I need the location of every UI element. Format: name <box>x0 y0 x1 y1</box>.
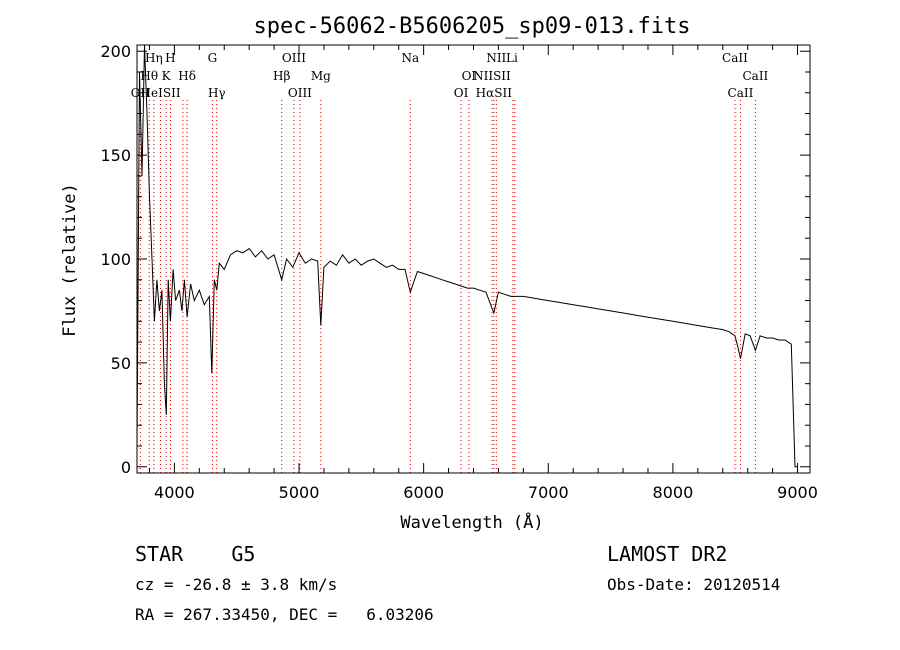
spectral-line-label: CaII <box>722 51 748 65</box>
y-tick-label: 200 <box>100 42 131 61</box>
survey-name: LAMOST DR2 <box>607 542 728 566</box>
spectral-line-label: Mg <box>311 69 331 83</box>
spectral-line-label: HeISII <box>141 86 181 100</box>
observation-date: Obs-Date: 20120514 <box>607 575 781 594</box>
x-tick-label: 6000 <box>403 483 444 502</box>
spectral-line-label: K <box>162 69 172 83</box>
chart-title: spec-56062-B5606205_sp09-013.fits <box>253 14 690 39</box>
spectral-line-markers <box>139 100 756 473</box>
axis-ticks: 4000 5000 6000 7000 8000 9000 0 50 100 150 200 <box>100 42 817 502</box>
spectral-line-label: G <box>208 51 218 65</box>
spectral-line-label: H <box>165 51 175 65</box>
redshift-velocity: cz = -26.8 ± 3.8 km/s <box>135 575 338 594</box>
x-tick-label: 8000 <box>653 483 694 502</box>
spectral-line-label: OII <box>131 86 151 100</box>
spectral-line-label: CaII <box>742 69 768 83</box>
x-tick-label: 9000 <box>777 483 818 502</box>
x-tick-label: 5000 <box>279 483 320 502</box>
spectrum-series <box>136 44 798 468</box>
spectral-line-label: Hγ <box>208 86 226 100</box>
spectral-line-label: Hδ <box>178 69 196 83</box>
object-class: STAR G5 <box>135 542 256 566</box>
spectral-line-label: OI <box>462 69 477 83</box>
y-tick-label: 0 <box>121 458 131 477</box>
spectral-line-label: Hβ <box>273 69 290 83</box>
spectral-line-label: OIII <box>282 51 306 65</box>
spectrum-line <box>136 44 798 468</box>
y-tick-label: 50 <box>111 354 131 373</box>
ra-dec-coordinates: RA = 267.33450, DEC = 6.03206 <box>135 605 434 624</box>
y-axis-label: Flux (relative) <box>60 183 80 337</box>
spectral-line-label: OI <box>454 86 469 100</box>
x-axis-label: Wavelength (Å) <box>400 511 543 533</box>
spectral-line-label: NII <box>486 51 506 65</box>
y-tick-label: 100 <box>100 250 131 269</box>
spectral-line-label: HαSII <box>476 86 513 100</box>
spectral-line-label: NIISII <box>473 69 511 83</box>
spectral-line-label: Li <box>506 51 518 65</box>
spectral-line-label: Na <box>401 51 419 65</box>
y-tick-label: 150 <box>100 146 131 165</box>
x-tick-label: 4000 <box>154 483 195 502</box>
spectral-line-label: Hη <box>145 51 163 65</box>
spectral-line-label: CaII <box>728 86 754 100</box>
spectral-line-label: Hθ <box>140 69 158 83</box>
plot-frame <box>136 44 811 474</box>
spectral-line-label: OIII <box>288 86 312 100</box>
x-tick-label: 7000 <box>528 483 569 502</box>
